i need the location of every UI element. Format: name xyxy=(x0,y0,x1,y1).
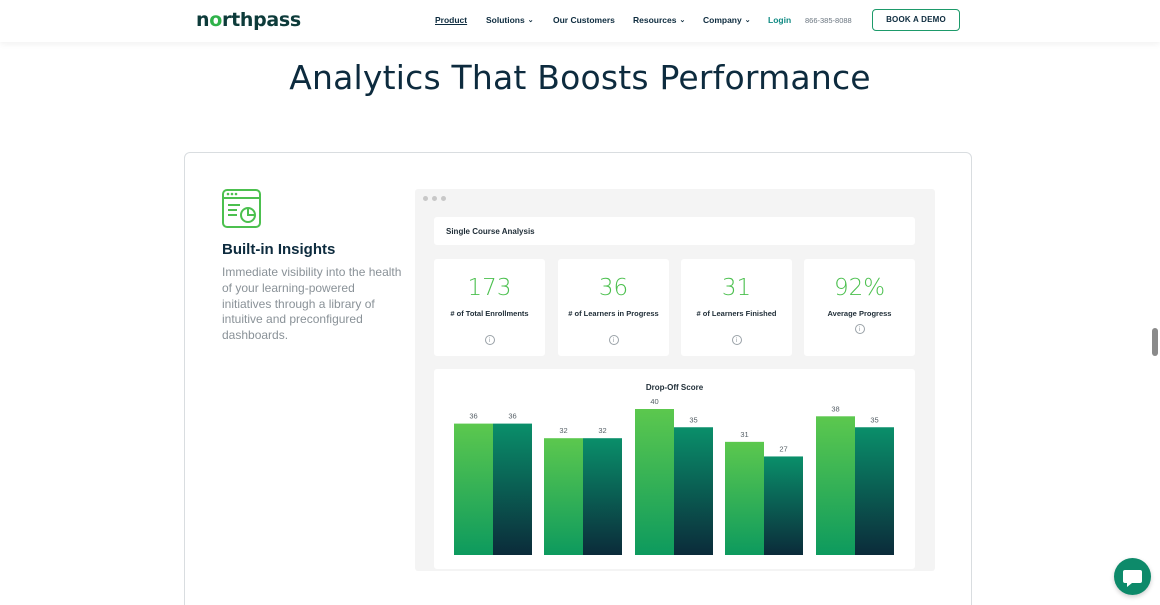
bar-value-label: 35 xyxy=(689,415,697,424)
bar-value-label: 32 xyxy=(598,426,606,435)
window-dot xyxy=(441,196,446,201)
bar-value-label: 36 xyxy=(469,412,477,421)
nav-item-solutions[interactable]: Solutions ⌄ xyxy=(486,15,534,25)
window-dot xyxy=(423,196,428,201)
chart-bar xyxy=(544,438,583,555)
book-demo-button[interactable]: BOOK A DEMO xyxy=(872,9,960,31)
top-navigation: northpass Product Solutions ⌄ Our Custome… xyxy=(0,0,1160,42)
chart-bar xyxy=(583,438,622,555)
chart-bar xyxy=(725,441,764,555)
course-title: Single Course Analysis xyxy=(446,227,535,236)
window-dots xyxy=(423,196,446,201)
stat-label: # of Total Enrollments xyxy=(450,309,529,318)
page-scrollbar[interactable] xyxy=(1152,328,1158,356)
nav-item-label: Our Customers xyxy=(553,15,615,25)
chevron-down-icon: ⌄ xyxy=(679,17,686,24)
bar-value-label: 36 xyxy=(508,412,516,421)
nav-item-resources[interactable]: Resources ⌄ xyxy=(633,15,685,25)
chart-bar xyxy=(635,409,674,555)
stat-value: 173 xyxy=(467,275,512,301)
course-header: Single Course Analysis xyxy=(434,217,915,245)
section-headline: Analytics That Boosts Performance xyxy=(289,58,871,97)
chevron-down-icon: ⌄ xyxy=(527,17,534,24)
nav-item-label: Product xyxy=(435,15,468,25)
stat-label: # of Learners in Progress xyxy=(568,309,659,318)
bar-value-label: 27 xyxy=(779,444,787,453)
nav-item-label: Solutions xyxy=(486,15,525,25)
chart-bar xyxy=(816,416,855,555)
dashboard-chart-icon xyxy=(222,189,261,228)
info-icon[interactable]: i xyxy=(731,335,742,345)
stat-card-learners-finished: 31 # of Learners Finished i xyxy=(681,259,792,356)
nav-item-label: Company xyxy=(703,15,742,25)
chart-title: Drop-Off Score xyxy=(646,383,704,392)
logo-text-end: rthpass xyxy=(222,9,301,31)
login-link[interactable]: Login xyxy=(768,15,792,25)
window-dot xyxy=(432,196,437,201)
chat-bubble-icon xyxy=(1123,570,1142,587)
insight-title: Built-in Insights xyxy=(222,241,336,258)
bar-value-label: 38 xyxy=(831,404,839,413)
drop-off-chart-card: Drop-Off Score 36 36 32 32 40 35 31 27 38 35 xyxy=(434,369,915,569)
nav-item-product[interactable]: Product xyxy=(435,15,467,25)
chat-launcher-button[interactable] xyxy=(1114,558,1151,595)
phone-number[interactable]: 866-385-8088 xyxy=(805,16,852,25)
chart-bar xyxy=(454,423,493,555)
chart-bar xyxy=(764,456,803,555)
bar-value-label: 31 xyxy=(740,430,748,439)
bar-value-label: 32 xyxy=(559,426,567,435)
stat-value: 92% xyxy=(833,275,886,301)
stat-card-average-progress: 92% Average Progress i xyxy=(804,259,915,356)
insight-description: Immediate visibility into the health of … xyxy=(222,265,402,343)
stat-card-learners-in-progress: 36 # of Learners in Progress i xyxy=(558,259,669,356)
info-icon[interactable]: i xyxy=(854,324,865,334)
info-icon[interactable]: i xyxy=(484,335,495,345)
nav-item-our-customers[interactable]: Our Customers xyxy=(553,15,615,25)
northpass-logo[interactable]: northpass xyxy=(196,9,301,31)
chevron-down-icon: ⌄ xyxy=(744,17,751,24)
chart-bar xyxy=(493,423,532,555)
info-icon[interactable]: i xyxy=(608,335,619,345)
stat-label: Average Progress xyxy=(827,309,892,318)
logo-text-o: o xyxy=(209,9,222,31)
nav-item-company[interactable]: Company ⌄ xyxy=(703,15,751,25)
chart-bar xyxy=(855,427,894,555)
chart-bar xyxy=(674,427,713,555)
stat-value: 31 xyxy=(721,275,752,301)
stat-value: 36 xyxy=(598,275,629,301)
drop-off-chart: Drop-Off Score 36 36 32 32 40 35 31 27 38 35 xyxy=(454,383,894,555)
stat-label: # of Learners Finished xyxy=(696,309,777,318)
nav-item-label: Resources xyxy=(633,15,677,25)
stat-card-total-enrollments: 173 # of Total Enrollments i xyxy=(434,259,545,356)
logo-text-start: n xyxy=(196,9,210,31)
bar-value-label: 40 xyxy=(650,397,658,406)
bar-value-label: 35 xyxy=(870,415,878,424)
